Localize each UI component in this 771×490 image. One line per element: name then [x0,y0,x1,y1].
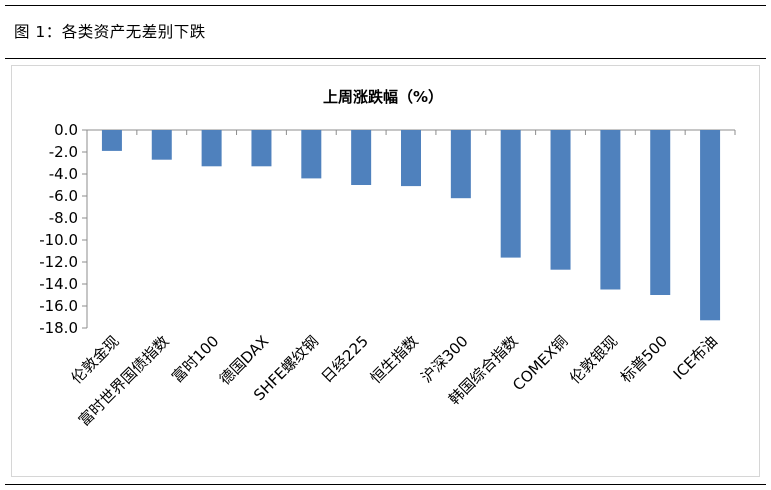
bar [401,130,421,187]
y-tick-label: -16.0 [39,297,78,315]
title-divider [5,58,766,59]
category-label: COMEX铜 [509,332,571,394]
y-tick-label: -10.0 [39,231,78,249]
category-label: 标普500 [617,332,671,386]
bar [351,130,372,185]
category-label: 富时100 [168,332,222,386]
chart-panel [11,65,760,477]
y-tick-label: -2.0 [49,143,78,161]
y-tick-label: -4.0 [49,165,78,183]
bar [301,130,322,179]
y-tick-label: -6.0 [49,187,78,205]
figure-title: 图 1：各类资产无差别下跌 [14,23,206,41]
bar [500,130,521,258]
bar [600,130,621,290]
category-label: 恒生指数 [367,332,422,387]
y-tick-label: -8.0 [49,209,78,227]
chart-title: 上周涨跌幅（%） [323,88,443,106]
y-tick-label: 0.0 [54,121,78,139]
y-tick-label: -12.0 [39,253,78,271]
bar [650,130,671,295]
figure-frame [5,5,766,485]
bar [101,130,122,151]
bar [151,130,172,160]
category-label: ICE布油 [670,332,721,383]
bar [251,130,272,167]
bar [700,130,721,321]
bar-layer [101,130,721,321]
bar [201,130,222,167]
y-tick-label: -18.0 [39,319,78,337]
y-tick-label: -14.0 [39,275,78,293]
category-label: 伦敦银现 [566,332,621,387]
category-label: 日经225 [318,332,372,386]
bar [550,130,571,270]
category-label: 富时世界国债指数 [75,332,173,430]
bar [450,130,471,199]
